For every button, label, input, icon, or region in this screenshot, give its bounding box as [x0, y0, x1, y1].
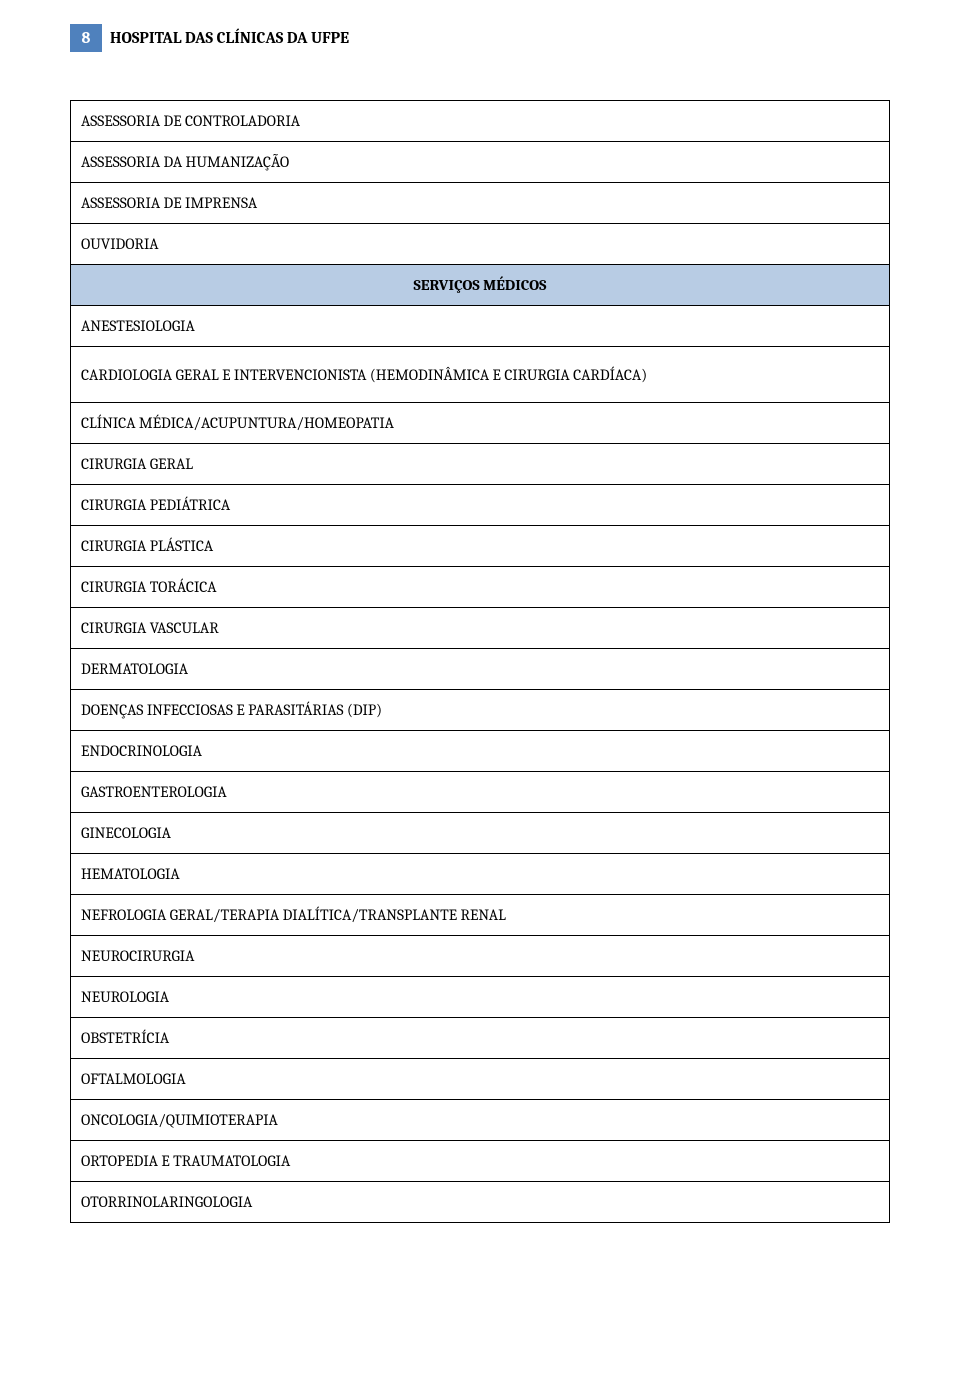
table-row: CLÍNICA MÉDICA/ACUPUNTURA/HOMEOPATIA	[71, 403, 890, 444]
table-cell: ASSESSORIA DE IMPRENSA	[71, 183, 890, 224]
table-row: OFTALMOLOGIA	[71, 1059, 890, 1100]
table-row: ANESTESIOLOGIA	[71, 306, 890, 347]
table-cell: NEUROCIRURGIA	[71, 936, 890, 977]
page-header: 8 HOSPITAL DAS CLÍNICAS DA UFPE	[70, 24, 890, 52]
table-row: HEMATOLOGIA	[71, 854, 890, 895]
table-row: DERMATOLOGIA	[71, 649, 890, 690]
document-title: HOSPITAL DAS CLÍNICAS DA UFPE	[110, 29, 349, 47]
table-row: CIRURGIA PLÁSTICA	[71, 526, 890, 567]
table-cell: ORTOPEDIA E TRAUMATOLOGIA	[71, 1141, 890, 1182]
table-row: ASSESSORIA DE CONTROLADORIA	[71, 101, 890, 142]
services-table: ASSESSORIA DE CONTROLADORIAASSESSORIA DA…	[70, 100, 890, 1223]
table-cell: OBSTETRÍCIA	[71, 1018, 890, 1059]
table-cell: DOENÇAS INFECCIOSAS E PARASITÁRIAS (DIP)	[71, 690, 890, 731]
table-cell: OUVIDORIA	[71, 224, 890, 265]
table-cell: GINECOLOGIA	[71, 813, 890, 854]
table-row: NEUROCIRURGIA	[71, 936, 890, 977]
table-cell: CIRURGIA PEDIÁTRICA	[71, 485, 890, 526]
table-row: CIRURGIA GERAL	[71, 444, 890, 485]
table-row: NEFROLOGIA GERAL/TERAPIA DIALÍTICA/TRANS…	[71, 895, 890, 936]
table-cell: OFTALMOLOGIA	[71, 1059, 890, 1100]
table-cell: ONCOLOGIA/QUIMIOTERAPIA	[71, 1100, 890, 1141]
table-cell: ANESTESIOLOGIA	[71, 306, 890, 347]
page-number-badge: 8	[70, 24, 102, 52]
page-number: 8	[82, 29, 91, 47]
table-row: ENDOCRINOLOGIA	[71, 731, 890, 772]
table-cell: GASTROENTEROLOGIA	[71, 772, 890, 813]
table-row: ONCOLOGIA/QUIMIOTERAPIA	[71, 1100, 890, 1141]
table-cell: CLÍNICA MÉDICA/ACUPUNTURA/HOMEOPATIA	[71, 403, 890, 444]
table-cell: CIRURGIA PLÁSTICA	[71, 526, 890, 567]
table-row: CIRURGIA VASCULAR	[71, 608, 890, 649]
table-cell: NEUROLOGIA	[71, 977, 890, 1018]
table-cell: ASSESSORIA DE CONTROLADORIA	[71, 101, 890, 142]
table-row: DOENÇAS INFECCIOSAS E PARASITÁRIAS (DIP)	[71, 690, 890, 731]
section-header-row: SERVIÇOS MÉDICOS	[71, 265, 890, 306]
table-row: ASSESSORIA DA HUMANIZAÇÃO	[71, 142, 890, 183]
table-cell: CIRURGIA TORÁCICA	[71, 567, 890, 608]
table-cell: OTORRINOLARINGOLOGIA	[71, 1182, 890, 1223]
table-row: CIRURGIA PEDIÁTRICA	[71, 485, 890, 526]
table-cell: DERMATOLOGIA	[71, 649, 890, 690]
section-header-cell: SERVIÇOS MÉDICOS	[71, 265, 890, 306]
table-cell: ENDOCRINOLOGIA	[71, 731, 890, 772]
table-row: OUVIDORIA	[71, 224, 890, 265]
table-cell: HEMATOLOGIA	[71, 854, 890, 895]
page-container: 8 HOSPITAL DAS CLÍNICAS DA UFPE ASSESSOR…	[0, 0, 960, 1273]
table-cell: CIRURGIA VASCULAR	[71, 608, 890, 649]
table-row: CIRURGIA TORÁCICA	[71, 567, 890, 608]
table-row: OBSTETRÍCIA	[71, 1018, 890, 1059]
table-cell: NEFROLOGIA GERAL/TERAPIA DIALÍTICA/TRANS…	[71, 895, 890, 936]
table-cell: ASSESSORIA DA HUMANIZAÇÃO	[71, 142, 890, 183]
table-row: GINECOLOGIA	[71, 813, 890, 854]
table-cell: CARDIOLOGIA GERAL E INTERVENCIONISTA (HE…	[71, 347, 890, 403]
table-row: ORTOPEDIA E TRAUMATOLOGIA	[71, 1141, 890, 1182]
table-row: ASSESSORIA DE IMPRENSA	[71, 183, 890, 224]
table-row: GASTROENTEROLOGIA	[71, 772, 890, 813]
table-row: CARDIOLOGIA GERAL E INTERVENCIONISTA (HE…	[71, 347, 890, 403]
table-row: NEUROLOGIA	[71, 977, 890, 1018]
table-cell: CIRURGIA GERAL	[71, 444, 890, 485]
table-row: OTORRINOLARINGOLOGIA	[71, 1182, 890, 1223]
